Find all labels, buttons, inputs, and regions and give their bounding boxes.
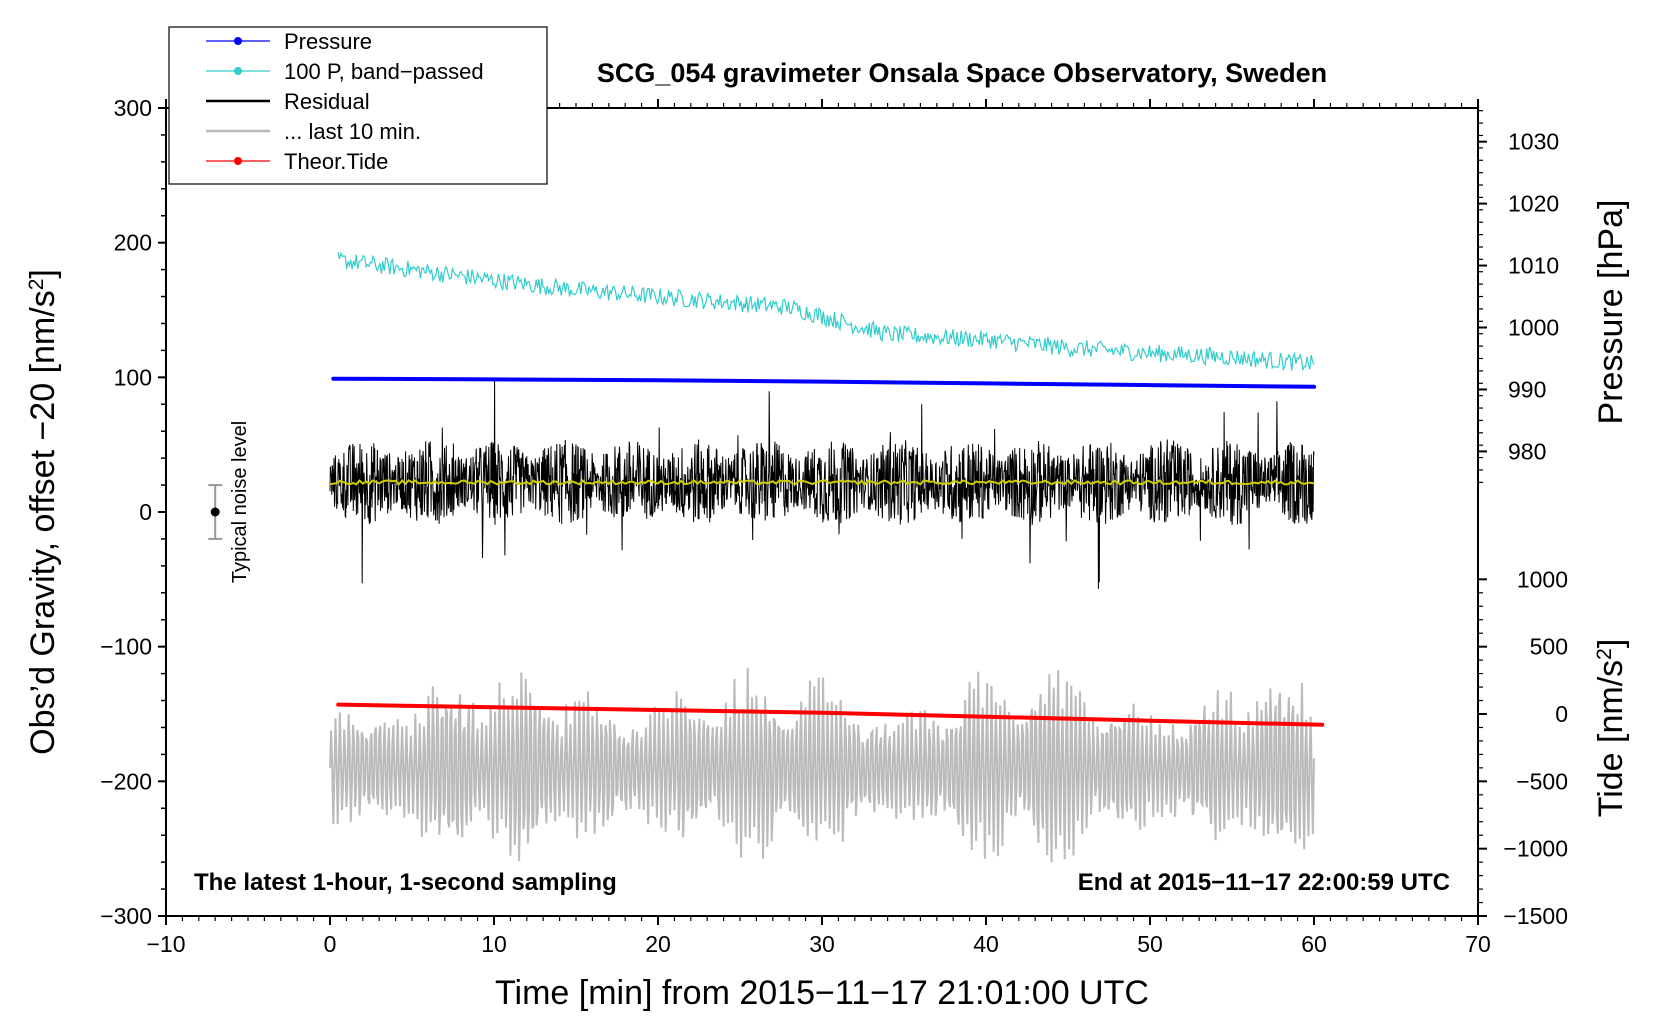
y-tick-label: 100	[114, 364, 152, 390]
series-pressure	[331, 376, 1316, 389]
y-axis-title: Obs’d Gravity, offset −20 [nm/s2]	[24, 269, 62, 755]
pressure-tick-label: 1010	[1508, 253, 1559, 279]
gravity-axis: −300 −200 −100 0 100 200 300	[100, 95, 166, 929]
pressure-tick-label: 1030	[1508, 129, 1559, 155]
x-tick-label: 50	[1137, 931, 1163, 957]
noise-level-label: Typical noise level	[229, 421, 251, 583]
tide-tick-label: −1500	[1503, 903, 1568, 929]
y-tick-label: 300	[114, 95, 152, 121]
pressure-tick-label: 980	[1508, 438, 1546, 464]
x-axis-title: Time [min] from 2015−11−17 21:01:00 UTC	[495, 974, 1149, 1012]
noise-center-dot	[210, 507, 220, 517]
series-residual	[329, 378, 1315, 589]
tide-axis-title-main: Tide [nm/s	[1592, 660, 1630, 817]
pressure-axis: 980 990 1000 1010 1020 1030	[1478, 110, 1559, 483]
pressure-tick-label: 1000	[1508, 315, 1559, 341]
series-last-10-min	[329, 667, 1315, 863]
tide-axis: −1500 −1000 −500 0 500 1000	[1478, 566, 1568, 929]
x-tick-label: 0	[324, 931, 337, 957]
tide-axis-title-end: ]	[1592, 639, 1630, 648]
x-tick-label: 30	[809, 931, 835, 957]
pressure-axis-title: Pressure [hPa]	[1592, 200, 1630, 425]
legend: Pressure 100 P, band−passed Residual ... la…	[168, 26, 548, 185]
legend-marker	[234, 37, 242, 45]
series-theor-tide	[336, 702, 1325, 727]
tide-tick-label: 500	[1530, 634, 1568, 660]
noise-level-marker: Typical noise level	[208, 421, 251, 583]
time-axis: −10 0 10 20 30 40 50 60 70	[146, 99, 1491, 957]
tide-tick-label: 0	[1555, 701, 1568, 727]
legend-label: ... last 10 min.	[284, 119, 421, 144]
y-axis-title-main: Obs’d Gravity, offset −20 [nm/s	[24, 290, 62, 755]
annotation-left: The latest 1-hour, 1-second sampling	[194, 869, 617, 896]
plot-frame	[165, 107, 1479, 917]
pressure-tick-label: 1020	[1508, 191, 1559, 217]
tide-tick-label: −1000	[1503, 836, 1568, 862]
x-tick-label: 40	[973, 931, 999, 957]
series-layer	[329, 251, 1325, 863]
y-tick-label: −200	[100, 768, 152, 794]
y-tick-label: −300	[100, 903, 152, 929]
x-tick-label: 70	[1465, 931, 1491, 957]
tide-axis-title-sup: 2	[1593, 648, 1616, 660]
legend-marker	[234, 67, 242, 75]
y-tick-label: 0	[139, 499, 152, 525]
x-tick-label: 10	[481, 931, 507, 957]
series-pressure-band-passed	[337, 251, 1315, 372]
legend-marker	[234, 157, 242, 165]
pressure-tick-label: 990	[1508, 376, 1546, 402]
y-axis-title-sup: 2	[25, 279, 48, 291]
series-mean	[329, 479, 1315, 486]
y-axis-title-end: ]	[24, 269, 62, 278]
legend-label: Theor.Tide	[284, 149, 388, 174]
tide-tick-label: −500	[1516, 768, 1568, 794]
x-tick-label: 20	[645, 931, 671, 957]
chart-title: SCG_054 gravimeter Onsala Space Observat…	[597, 58, 1327, 88]
tide-axis-title: Tide [nm/s2]	[1592, 639, 1630, 818]
legend-label: 100 P, band−passed	[284, 59, 484, 84]
y-tick-label: 200	[114, 230, 152, 256]
y-tick-label: −100	[100, 634, 152, 660]
legend-label: Residual	[284, 89, 370, 114]
tide-tick-label: 1000	[1517, 566, 1568, 592]
legend-box	[168, 26, 548, 185]
legend-label: Pressure	[284, 29, 372, 54]
x-tick-label: 60	[1301, 931, 1327, 957]
x-tick-label: −10	[146, 931, 185, 957]
annotation-right: End at 2015−11−17 22:00:59 UTC	[1078, 869, 1450, 896]
